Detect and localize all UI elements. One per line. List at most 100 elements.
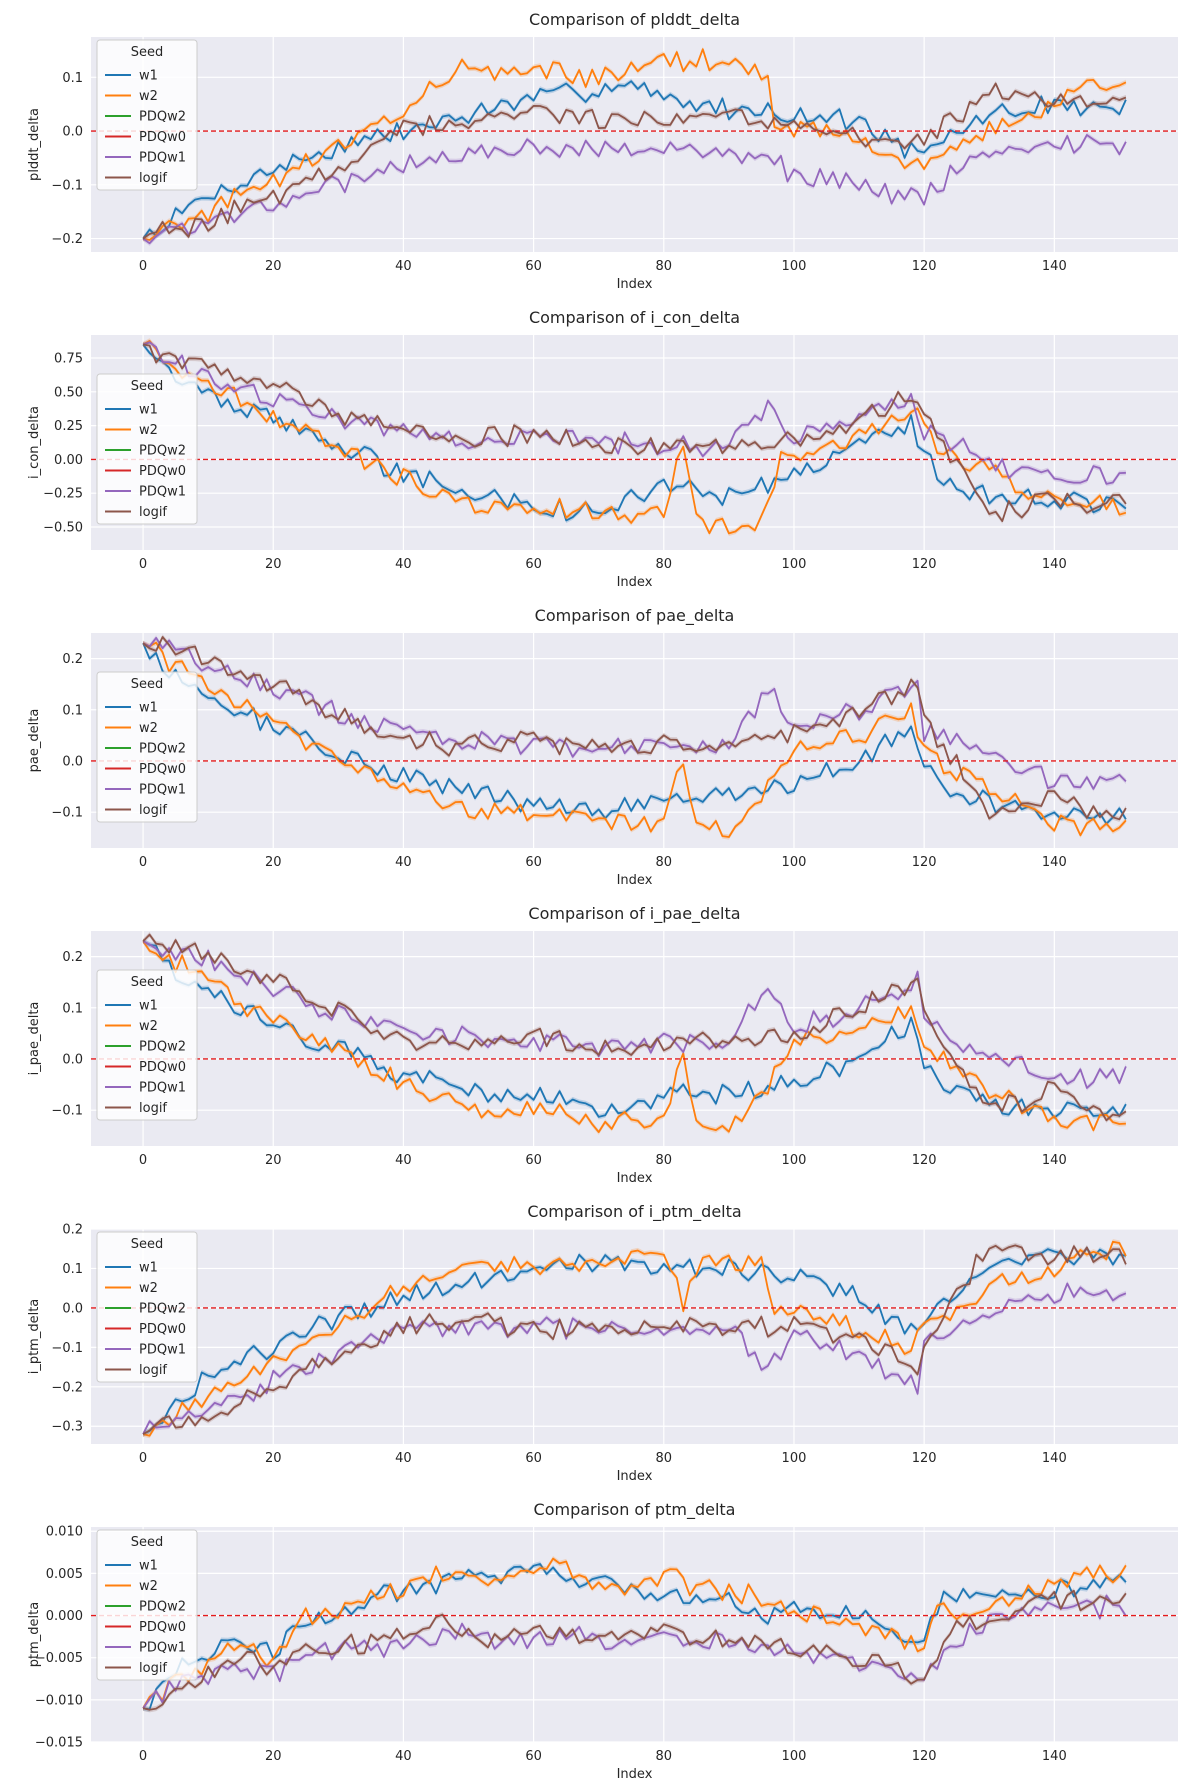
x-tick-label: 80 xyxy=(656,855,673,870)
x-axis-label: Index xyxy=(617,1767,653,1782)
chart-panel-6: 0 20 40 60 80 100 120 140 −0.015 −0.010 −0.005 0.00… xyxy=(27,1500,1178,1782)
legend-label-w2: w2 xyxy=(139,1281,158,1296)
x-tick-label: 140 xyxy=(1042,557,1067,572)
legend-title: Seed xyxy=(131,1535,164,1550)
x-tick-label: 60 xyxy=(525,259,542,274)
legend-label-logif: logif xyxy=(139,171,167,186)
x-tick-label: 100 xyxy=(782,1153,807,1168)
legend: Seed w1 w2 PDQw2 PDQw0 PDQw1 logif xyxy=(96,373,198,525)
x-tick-label: 100 xyxy=(782,855,807,870)
legend-label-PDQw0: PDQw0 xyxy=(139,1322,186,1337)
series-line-w1 xyxy=(142,642,1127,825)
series-line-logif xyxy=(142,1589,1127,1711)
x-tick-label: 80 xyxy=(656,1451,673,1466)
series-line-w2 xyxy=(142,48,1127,241)
legend-label-PDQw0: PDQw0 xyxy=(139,762,186,777)
chart-title: Comparison of i_con_delta xyxy=(529,308,740,328)
y-tick-label: −0.1 xyxy=(51,1341,83,1356)
legend-label-PDQw1: PDQw1 xyxy=(139,783,186,798)
x-tick-label: 0 xyxy=(139,1153,147,1168)
legend-box xyxy=(96,373,198,525)
y-tick-label: −0.50 xyxy=(43,521,83,536)
legend-box xyxy=(96,671,198,823)
legend-label-PDQw2: PDQw2 xyxy=(139,742,186,757)
legend-label-w1: w1 xyxy=(139,999,158,1014)
x-tick-label: 0 xyxy=(139,1749,147,1764)
x-tick-label: 60 xyxy=(525,557,542,572)
legend: Seed w1 w2 PDQw2 PDQw0 PDQw1 logif xyxy=(96,1231,198,1383)
legend-title: Seed xyxy=(131,677,164,692)
x-tick-label: 80 xyxy=(656,1749,673,1764)
y-tick-label: 0.0 xyxy=(62,754,83,769)
x-tick-label: 20 xyxy=(265,1153,282,1168)
y-tick-label: 0.1 xyxy=(62,71,83,86)
legend-label-w2: w2 xyxy=(139,423,158,438)
chart-panel-2: 0 20 40 60 80 100 120 140 −0.50 −0.25 0.00 0.25 0.50… xyxy=(27,308,1178,590)
x-tick-label: 120 xyxy=(912,1749,937,1764)
y-axis-label: i_pae_delta xyxy=(27,1002,42,1076)
y-tick-label: −0.3 xyxy=(51,1420,83,1435)
x-tick-label: 100 xyxy=(782,557,807,572)
series-line-PDQw1 xyxy=(142,134,1127,245)
series-line-PDQw1 xyxy=(142,940,1127,1089)
y-tick-label: 0.2 xyxy=(62,950,83,965)
x-tick-label: 60 xyxy=(525,1451,542,1466)
y-axis-label: plddt_delta xyxy=(27,108,42,181)
x-tick-label: 140 xyxy=(1042,1451,1067,1466)
x-tick-label: 20 xyxy=(265,259,282,274)
legend-label-logif: logif xyxy=(139,1363,167,1378)
y-tick-label: 0.1 xyxy=(62,703,83,718)
legend-box xyxy=(96,1529,198,1681)
legend-title: Seed xyxy=(131,45,164,60)
y-tick-label: −0.1 xyxy=(51,1104,83,1119)
x-tick-label: 40 xyxy=(395,855,412,870)
y-tick-label: 0.00 xyxy=(54,453,83,468)
chart-title: Comparison of i_pae_delta xyxy=(528,904,740,924)
y-axis-label: i_ptm_delta xyxy=(27,1299,42,1375)
x-tick-label: 40 xyxy=(395,1749,412,1764)
series-line-w1 xyxy=(142,940,1127,1119)
legend-label-PDQw0: PDQw0 xyxy=(139,1060,186,1075)
series-group xyxy=(142,932,1127,1135)
series-line-PDQw1 xyxy=(142,1594,1127,1709)
chart-title: Comparison of plddt_delta xyxy=(529,10,740,30)
x-tick-label: 60 xyxy=(525,1153,542,1168)
legend-title: Seed xyxy=(131,379,164,394)
series-line-w1 xyxy=(142,1563,1127,1711)
x-tick-label: 20 xyxy=(265,855,282,870)
y-tick-label: 0.005 xyxy=(46,1567,83,1582)
x-tick-label: 0 xyxy=(139,1451,147,1466)
x-tick-label: 20 xyxy=(265,557,282,572)
series-line-logif xyxy=(142,343,1127,523)
series-line-logif xyxy=(142,933,1127,1122)
y-tick-label: 0.000 xyxy=(46,1609,83,1624)
legend-label-w2: w2 xyxy=(139,1579,158,1594)
legend-label-PDQw2: PDQw2 xyxy=(139,1302,186,1317)
x-tick-label: 100 xyxy=(782,1749,807,1764)
legend-title: Seed xyxy=(131,1237,164,1252)
legend-label-PDQw0: PDQw0 xyxy=(139,130,186,145)
x-tick-label: 120 xyxy=(912,557,937,572)
series-line-PDQw1 xyxy=(142,341,1126,485)
legend-label-w1: w1 xyxy=(139,1559,158,1574)
y-tick-label: 0.75 xyxy=(54,351,83,366)
y-tick-label: 0.1 xyxy=(62,1262,83,1277)
x-tick-label: 100 xyxy=(782,259,807,274)
legend-title: Seed xyxy=(131,975,164,990)
x-tick-label: 120 xyxy=(912,259,937,274)
legend-label-PDQw0: PDQw0 xyxy=(139,1620,186,1635)
x-axis-label: Index xyxy=(617,1171,653,1186)
x-tick-label: 0 xyxy=(139,855,147,870)
series-group xyxy=(142,1556,1127,1713)
y-axis-label: pae_delta xyxy=(27,709,42,773)
series-group xyxy=(142,338,1127,536)
legend-label-w1: w1 xyxy=(139,403,158,418)
chart-title: Comparison of ptm_delta xyxy=(534,1500,736,1520)
series-group xyxy=(142,1239,1127,1439)
x-axis-label: Index xyxy=(617,873,653,888)
y-tick-label: 0.0 xyxy=(62,125,83,140)
x-tick-label: 120 xyxy=(912,1451,937,1466)
y-tick-label: 0.2 xyxy=(62,652,83,667)
series-line-w1 xyxy=(142,343,1127,522)
chart-title: Comparison of pae_delta xyxy=(535,606,735,626)
